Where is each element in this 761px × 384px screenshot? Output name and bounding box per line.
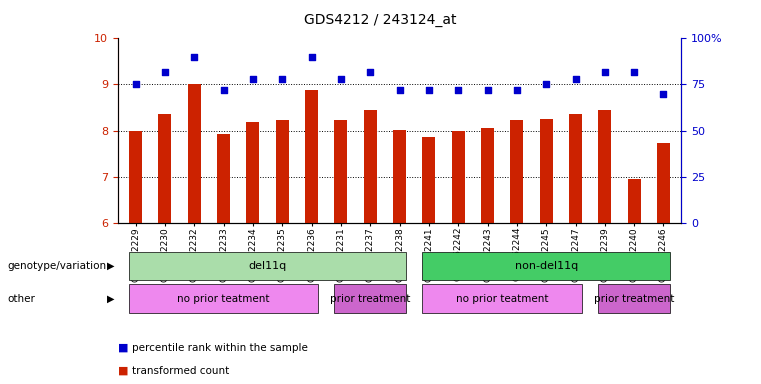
- Bar: [393, 130, 406, 223]
- Text: ■: ■: [118, 343, 129, 353]
- Text: no prior teatment: no prior teatment: [456, 293, 549, 304]
- Bar: [305, 90, 318, 223]
- Text: percentile rank within the sample: percentile rank within the sample: [132, 343, 307, 353]
- Bar: [628, 179, 641, 223]
- Text: genotype/variation: genotype/variation: [8, 261, 107, 271]
- Point: [276, 76, 288, 82]
- Point: [599, 68, 611, 74]
- Bar: [657, 144, 670, 223]
- Text: transformed count: transformed count: [132, 366, 229, 376]
- Point: [247, 76, 259, 82]
- Bar: [247, 122, 260, 223]
- Bar: [569, 114, 582, 223]
- Point: [423, 87, 435, 93]
- Text: GDS4212 / 243124_at: GDS4212 / 243124_at: [304, 13, 457, 27]
- Text: no prior teatment: no prior teatment: [177, 293, 270, 304]
- Bar: [598, 110, 611, 223]
- Text: other: other: [8, 293, 36, 304]
- Point: [628, 68, 640, 74]
- Bar: [540, 119, 552, 223]
- Text: ▶: ▶: [107, 293, 114, 304]
- Point: [393, 87, 406, 93]
- Text: prior treatment: prior treatment: [330, 293, 410, 304]
- Point: [129, 81, 142, 88]
- Bar: [158, 114, 171, 223]
- Point: [364, 68, 376, 74]
- Text: ▶: ▶: [107, 261, 114, 271]
- Bar: [422, 137, 435, 223]
- Bar: [510, 121, 524, 223]
- Text: ■: ■: [118, 366, 129, 376]
- Point: [335, 76, 347, 82]
- Point: [188, 54, 200, 60]
- Point: [658, 91, 670, 97]
- Point: [511, 87, 523, 93]
- Point: [452, 87, 464, 93]
- Bar: [188, 84, 201, 223]
- Bar: [217, 134, 230, 223]
- Text: non-del11q: non-del11q: [514, 261, 578, 271]
- Bar: [275, 121, 289, 223]
- Text: prior treatment: prior treatment: [594, 293, 674, 304]
- Point: [540, 81, 552, 88]
- Bar: [129, 131, 142, 223]
- Point: [159, 68, 171, 74]
- Bar: [481, 128, 494, 223]
- Text: del11q: del11q: [248, 261, 287, 271]
- Point: [482, 87, 494, 93]
- Bar: [334, 121, 348, 223]
- Point: [569, 76, 581, 82]
- Bar: [451, 131, 465, 223]
- Point: [305, 54, 317, 60]
- Point: [218, 87, 230, 93]
- Bar: [364, 110, 377, 223]
